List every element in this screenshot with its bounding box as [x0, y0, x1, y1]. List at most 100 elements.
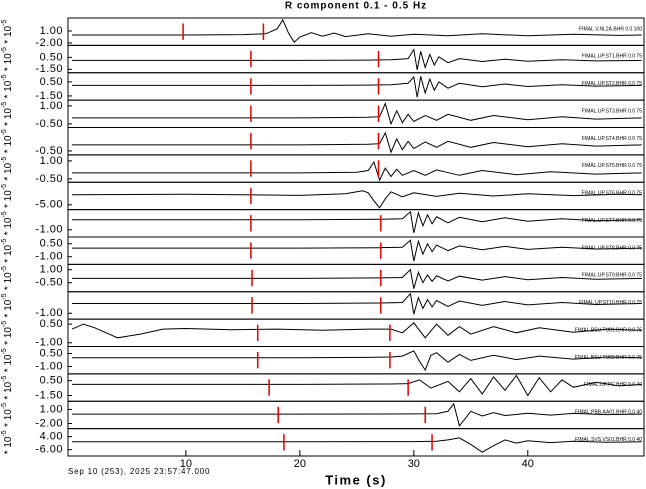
y-tick-label: -2.00 [35, 37, 63, 49]
unit-base: * 10 [3, 162, 14, 180]
station-label: FIMAL.UP.ST8.BHR 0.0 75 [582, 245, 642, 251]
station-label: FIMAL.UP.ST7.BHR 0.0 75 [582, 218, 642, 224]
station-label: FIMAL.UP.ST3.BHR 0.0 75 [582, 108, 642, 114]
waveform [72, 18, 642, 43]
unit-exponent: -5 [1, 348, 8, 354]
station-label: FIMAL.BSU.TU01.BHR 0.0 75 [575, 327, 642, 333]
unit-exponent: -5 [1, 74, 8, 80]
y-tick-label: 1.00 [40, 403, 63, 415]
unit-base: * 10 [3, 381, 14, 399]
waveform [72, 102, 642, 126]
unit-base: * 10 [3, 108, 14, 126]
unit-base: * 10 [3, 217, 14, 235]
unit-base: * 10 [3, 80, 14, 98]
unit-base: * 10 [3, 135, 14, 153]
x-tick-label: 40 [522, 458, 534, 470]
y-tick-label: -1.00 [35, 337, 63, 349]
unit-label: * 10-5 [1, 293, 14, 317]
station-label: FIMAL.UP.ST6.BHR 0.0 75 [582, 191, 642, 197]
y-tick-label: 0.50 [40, 76, 63, 88]
station-label: FIMAL.UP.ST9.BHR 0.0 75 [582, 273, 642, 279]
unit-label: * 10-5 [1, 239, 14, 263]
y-tick-label: -1.00 [35, 224, 63, 236]
unit-base: * 10 [3, 272, 14, 290]
waveform [71, 322, 642, 339]
unit-label: * 10-5 [1, 102, 14, 126]
unit-exponent: -5 [1, 430, 8, 436]
y-tick-label: -0.50 [35, 277, 63, 289]
waveform [72, 402, 642, 427]
y-tick-label: 1.00 [40, 25, 63, 37]
unit-exponent: -5 [1, 375, 8, 381]
waveform [72, 131, 642, 154]
unit-exponent: -5 [1, 20, 8, 26]
unit-base: * 10 [3, 244, 14, 262]
waveform [72, 210, 642, 233]
trace-frame [67, 428, 645, 457]
y-tick-label: 0.50 [40, 318, 63, 330]
unit-exponent: -5 [1, 47, 8, 53]
unit-exponent: -5 [1, 211, 8, 217]
unit-base: * 10 [3, 25, 14, 43]
station-label: FIMAL.PBB.AA01.BHR 0.0 40 [575, 410, 642, 416]
unit-base: * 10 [3, 436, 14, 454]
unit-exponent: -5 [1, 403, 8, 409]
unit-base: * 10 [3, 327, 14, 345]
y-tick-label: 0.50 [40, 238, 63, 250]
unit-exponent: -5 [1, 321, 8, 327]
y-tick-label: -6.00 [35, 444, 63, 456]
unit-exponent: -5 [1, 184, 8, 190]
y-tick-label: -1.50 [35, 63, 63, 75]
unit-exponent: -5 [1, 129, 8, 135]
waveform [71, 190, 642, 209]
x-axis-label: Time (s) [325, 472, 387, 487]
unit-base: * 10 [3, 354, 14, 372]
waveform [72, 437, 642, 453]
station-label: FIMAL.SVS.VS01.BHR 0.0 40 [575, 437, 642, 443]
unit-base: * 10 [3, 53, 14, 71]
y-tick-label: -1.00 [35, 360, 63, 372]
unit-exponent: -5 [1, 239, 8, 245]
unit-exponent: -5 [1, 266, 8, 272]
y-tick-label: 1.00 [40, 264, 63, 276]
x-tick-label: 10 [180, 458, 192, 470]
waveform [72, 292, 642, 315]
y-tick-label: -0.50 [35, 145, 63, 157]
y-tick-label: 0.50 [40, 375, 63, 387]
unit-label: * 10-5 [1, 375, 14, 399]
station-label: FIMAL.UP.ST5.BHR 0.0 75 [582, 163, 642, 169]
waveform [72, 374, 642, 397]
date-label: Sep 10 (253), 2025 23:57:47.000 [68, 467, 210, 476]
unit-base: * 10 [3, 409, 14, 427]
unit-base: * 10 [3, 190, 14, 208]
station-label: FIMAL.UP.ST10.BHR 0.0 75 [579, 300, 642, 306]
unit-label: * 10-5 [1, 266, 14, 290]
station-label: FIMAL.BSU.TU02.BHR 0.0 75 [575, 355, 642, 361]
y-tick-label: -1.00 [35, 307, 63, 319]
waveform [72, 48, 642, 70]
y-tick-label: 0.50 [40, 347, 63, 359]
station-label: FIMAL.UP.PC.BHR 0.0 40 [584, 382, 642, 388]
waveform [72, 239, 642, 262]
unit-exponent: -5 [1, 102, 8, 108]
y-tick-label: -1.50 [35, 90, 63, 102]
waveform [72, 75, 642, 98]
unit-exponent: -5 [1, 156, 8, 162]
unit-label: * 10-5 [1, 348, 14, 372]
chart-title: R component 0.1 - 0.5 Hz [285, 1, 427, 12]
waveform [72, 268, 642, 289]
x-tick-label: 30 [408, 458, 420, 470]
unit-label: * 10-5 [1, 74, 14, 98]
y-tick-label: 1.00 [40, 155, 63, 167]
station-label: FIMAL.V.NL2A.BHR 0.0 100 [579, 26, 642, 32]
unit-label: * 10-5 [1, 129, 14, 153]
x-tick-label: 20 [294, 458, 306, 470]
waveform [72, 160, 642, 182]
y-tick-label: -0.50 [35, 118, 63, 130]
unit-base: * 10 [3, 299, 14, 317]
waveform [72, 350, 642, 372]
unit-label: * 10-5 [1, 184, 14, 208]
unit-label: * 10-5 [1, 430, 14, 454]
